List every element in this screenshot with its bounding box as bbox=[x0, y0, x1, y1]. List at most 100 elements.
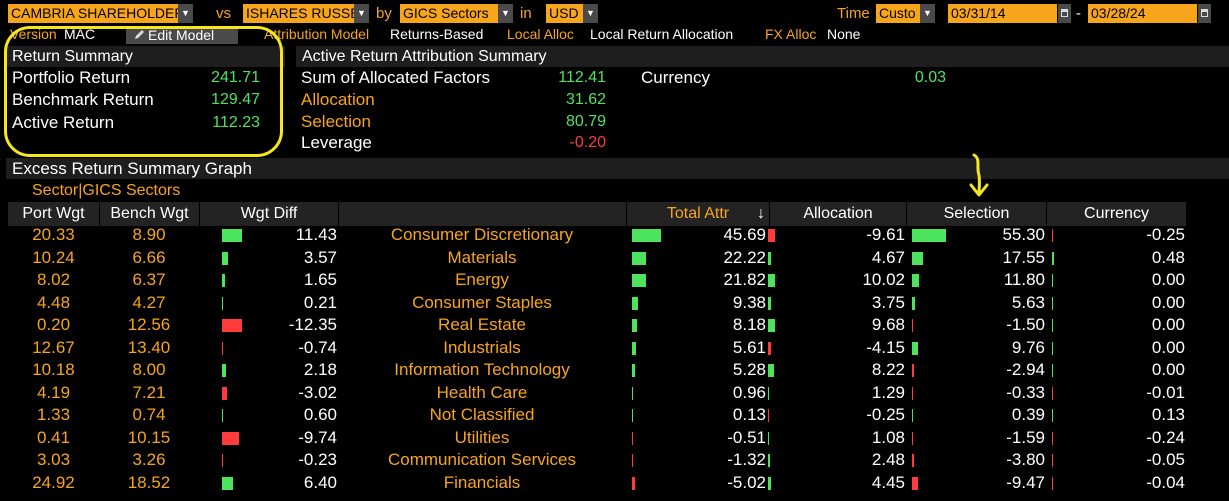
col-header-selection[interactable]: Selection bbox=[906, 202, 1046, 226]
active-summary-title: Active Return Attribution Summary bbox=[296, 46, 1229, 67]
selection-bar bbox=[912, 476, 918, 490]
wgt-diff-bar bbox=[222, 476, 233, 490]
col-header-wgt-diff[interactable]: Wgt Diff bbox=[199, 202, 338, 226]
benchmark-return-label: Benchmark Return bbox=[12, 90, 154, 109]
port-wgt-cell: 4.19 bbox=[36, 382, 71, 402]
sector-name-link[interactable]: Materials bbox=[447, 247, 517, 267]
benchmark-value: ISHARES RUSSE bbox=[246, 5, 354, 21]
col-header-currency[interactable]: Currency bbox=[1046, 202, 1186, 226]
grouping-dropdown[interactable]: GICS Sectors bbox=[400, 4, 498, 23]
currency-dropdown[interactable]: USD bbox=[546, 4, 583, 23]
start-calendar-icon[interactable] bbox=[1058, 4, 1071, 23]
currency-cell: -0.24 bbox=[1146, 427, 1185, 447]
sector-name-link[interactable]: Health Care bbox=[436, 382, 528, 402]
end-calendar-icon[interactable] bbox=[1198, 4, 1211, 23]
allocation-bar bbox=[768, 476, 771, 490]
wgt-diff-bar bbox=[222, 229, 242, 242]
sort-down-arrow-icon: ↓ bbox=[757, 205, 765, 222]
grouping-dropdown-arrow-icon[interactable]: ▼ bbox=[498, 4, 513, 23]
currency-bar bbox=[1052, 386, 1053, 400]
sector-name-link[interactable]: Energy bbox=[455, 270, 509, 289]
sector-name-link[interactable]: Industrials bbox=[443, 337, 521, 357]
edit-model-button[interactable]: Edit Model bbox=[126, 26, 238, 44]
total-attr-cell: 5.61 bbox=[732, 337, 766, 357]
currency-bar bbox=[1052, 454, 1053, 467]
sector-name-link[interactable]: Real Estate bbox=[438, 315, 526, 334]
sector-name-link[interactable]: Communication Services bbox=[387, 450, 576, 469]
wgt-diff-bar bbox=[222, 431, 239, 445]
total-attr-label: Total Attr bbox=[666, 205, 730, 222]
currency-cell: 0.13 bbox=[1151, 405, 1185, 424]
wgt-diff-cell: -12.35 bbox=[288, 315, 337, 334]
end-date-value: 03/28/24 bbox=[1091, 5, 1146, 21]
bench-wgt-cell: 7.21 bbox=[132, 382, 166, 402]
total-attr-cell: 45.69 bbox=[723, 225, 766, 244]
time-value: Custo bbox=[879, 5, 916, 21]
time-dropdown-arrow-icon[interactable]: ▼ bbox=[920, 4, 935, 23]
local-alloc-value[interactable]: Local Return Allocation bbox=[590, 26, 734, 42]
allocation-cell: -9.61 bbox=[866, 225, 905, 244]
bench-wgt-cell: 6.37 bbox=[132, 270, 166, 289]
time-label: Time bbox=[837, 5, 870, 22]
wgt-diff-cell: -9.74 bbox=[298, 427, 337, 447]
wgt-diff-cell: 1.65 bbox=[303, 270, 337, 289]
allocation-link[interactable]: Allocation bbox=[301, 90, 375, 109]
allocation-cell: 2.48 bbox=[871, 450, 905, 469]
selection-cell: 5.63 bbox=[1011, 292, 1045, 312]
bench-wgt-cell: 8.90 bbox=[132, 225, 166, 244]
fx-alloc-label: FX Alloc bbox=[765, 26, 817, 42]
port-wgt-cell: 10.18 bbox=[32, 360, 75, 379]
portfolio-return-label: Portfolio Return bbox=[12, 68, 131, 87]
allocation-bar bbox=[768, 274, 775, 287]
currency-dropdown-arrow-icon[interactable]: ▼ bbox=[583, 4, 598, 23]
end-date-input[interactable]: 03/28/24 bbox=[1088, 4, 1197, 23]
total-attr-bar bbox=[632, 229, 661, 242]
total-attr-cell: 8.18 bbox=[732, 315, 766, 334]
allocation-bar bbox=[768, 296, 771, 310]
by-label: by bbox=[376, 5, 392, 22]
sum-allocated-value: 112.41 bbox=[558, 69, 606, 86]
allocation-cell: -4.15 bbox=[866, 337, 905, 357]
allocation-value: 31.62 bbox=[565, 91, 606, 108]
sector-breakdown-label[interactable]: Sector|GICS Sectors bbox=[32, 182, 181, 199]
selection-link[interactable]: Selection bbox=[301, 112, 371, 131]
sector-name-link[interactable]: Consumer Discretionary bbox=[390, 225, 574, 244]
selection-cell: -0.33 bbox=[1006, 382, 1045, 402]
wgt-diff-cell: -0.74 bbox=[298, 337, 337, 357]
version-value[interactable]: MAC bbox=[64, 26, 96, 42]
sector-name-link[interactable]: Not Classified bbox=[429, 405, 535, 424]
benchmark-dropdown[interactable]: ISHARES RUSSE bbox=[243, 4, 354, 23]
port-wgt-cell: 8.02 bbox=[36, 270, 71, 289]
sector-name-link[interactable]: Financials bbox=[443, 472, 521, 492]
benchmark-dropdown-arrow-icon[interactable]: ▼ bbox=[354, 4, 369, 23]
currency-effect-label: Currency bbox=[641, 68, 710, 87]
portfolio-dropdown[interactable]: CAMBRIA SHAREHOLDER bbox=[8, 4, 178, 23]
portfolio-dropdown-arrow-icon[interactable]: ▼ bbox=[178, 4, 193, 23]
allocation-bar bbox=[768, 431, 769, 445]
edit-model-label: Edit Model bbox=[148, 27, 215, 43]
bench-wgt-cell: 4.27 bbox=[132, 292, 166, 312]
sector-name-link[interactable]: Utilities bbox=[454, 427, 510, 447]
sector-name-link[interactable]: Information Technology bbox=[394, 360, 570, 379]
col-header-total-attr[interactable]: Total Attr ↓ bbox=[626, 202, 769, 226]
port-wgt-cell: 24.92 bbox=[32, 472, 75, 492]
wgt-diff-bar bbox=[222, 364, 226, 377]
allocation-bar bbox=[768, 319, 775, 332]
attribution-model-label: Attribution Model bbox=[264, 26, 370, 42]
attribution-model-value[interactable]: Returns-Based bbox=[390, 26, 484, 42]
wgt-diff-bar bbox=[222, 409, 223, 422]
time-dropdown[interactable]: Custo bbox=[876, 4, 920, 23]
col-header-port-wgt[interactable]: Port Wgt bbox=[8, 202, 99, 226]
start-date-input[interactable]: 03/31/14 bbox=[948, 4, 1057, 23]
selection-bar bbox=[912, 251, 923, 265]
portfolio-return-value: 241.71 bbox=[211, 69, 260, 86]
allocation-bar bbox=[768, 386, 769, 400]
wgt-diff-bar bbox=[222, 319, 242, 332]
col-header-allocation[interactable]: Allocation bbox=[769, 202, 906, 226]
selection-cell: 17.55 bbox=[1002, 247, 1045, 267]
fx-alloc-value[interactable]: None bbox=[827, 26, 861, 42]
col-header-bench-wgt[interactable]: Bench Wgt bbox=[99, 202, 199, 226]
allocation-cell: -0.25 bbox=[866, 405, 905, 424]
sector-name-link[interactable]: Consumer Staples bbox=[412, 292, 552, 312]
allocation-bar bbox=[768, 229, 775, 242]
